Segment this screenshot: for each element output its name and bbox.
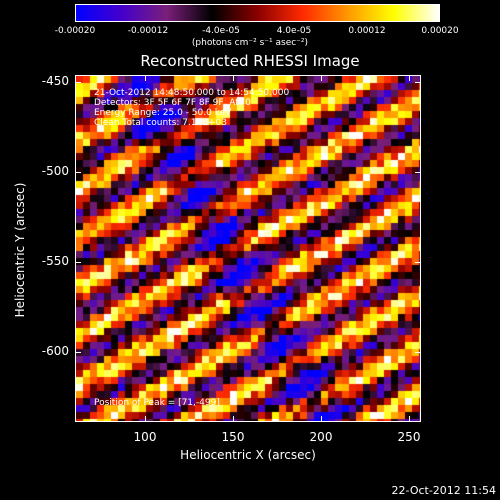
y-axis-label: Heliocentric Y (arcsec) [13, 182, 27, 318]
axis-tick-mark [233, 75, 234, 81]
x-axis-label: Heliocentric X (arcsec) [180, 448, 316, 462]
axis-tick-mark [233, 416, 234, 422]
x-tick-label: 250 [397, 430, 421, 444]
axis-tick-mark [145, 416, 146, 422]
axis-tick-mark [321, 75, 322, 81]
colorbar-units: (photons cm⁻² s⁻¹ asec⁻²) [191, 38, 309, 48]
colorbar-tick: 0.00012 [348, 26, 386, 36]
colorbar-tick: 4.0e-05 [276, 26, 312, 36]
detectors-label: Detectors: 3F 5F 6F 7F 8F 9F, Att 0 [94, 98, 251, 108]
y-tick-label: -500 [41, 164, 69, 178]
axis-tick-mark [321, 416, 322, 422]
axis-tick-mark [415, 262, 421, 263]
colorbar-tick: -4.0e-05 [202, 26, 240, 36]
y-tick-label: -550 [41, 254, 69, 268]
energy-range-label: Energy Range: 25.0 - 50.0 keV [94, 108, 232, 118]
colorbar-tick: -0.00020 [54, 26, 96, 36]
colorbar [75, 4, 440, 22]
x-tick-label: 150 [221, 430, 245, 444]
render-timestamp: 22-Oct-2012 11:54 [391, 484, 496, 497]
x-tick-label: 100 [133, 430, 157, 444]
axis-tick-mark [409, 416, 410, 422]
heatmap-plot: 21-Oct-2012 14:48:50.000 to 14:54:50.000… [75, 75, 421, 422]
y-tick-label: -450 [41, 74, 69, 88]
axis-tick-mark [75, 172, 81, 173]
clean-counts-label: Clean Total counts: 7.14E+03 [94, 118, 227, 128]
image-title: Reconstructed RHESSI Image [140, 52, 360, 70]
axis-tick-mark [415, 82, 421, 83]
y-tick-label: -600 [41, 344, 69, 358]
axis-tick-mark [145, 75, 146, 81]
colorbar-tick: -0.00012 [127, 26, 169, 36]
axis-tick-mark [415, 352, 421, 353]
colorbar-tick: 0.00020 [421, 26, 459, 36]
axis-tick-mark [75, 352, 81, 353]
heatmap-canvas [76, 76, 420, 421]
axis-tick-mark [409, 75, 410, 81]
peak-position-label: Position of Peak = [71,-499] [94, 398, 220, 408]
axis-tick-mark [75, 82, 81, 83]
axis-tick-mark [415, 172, 421, 173]
x-tick-label: 200 [309, 430, 333, 444]
axis-tick-mark [75, 262, 81, 263]
time-range-label: 21-Oct-2012 14:48:50.000 to 14:54:50.000 [94, 88, 290, 98]
